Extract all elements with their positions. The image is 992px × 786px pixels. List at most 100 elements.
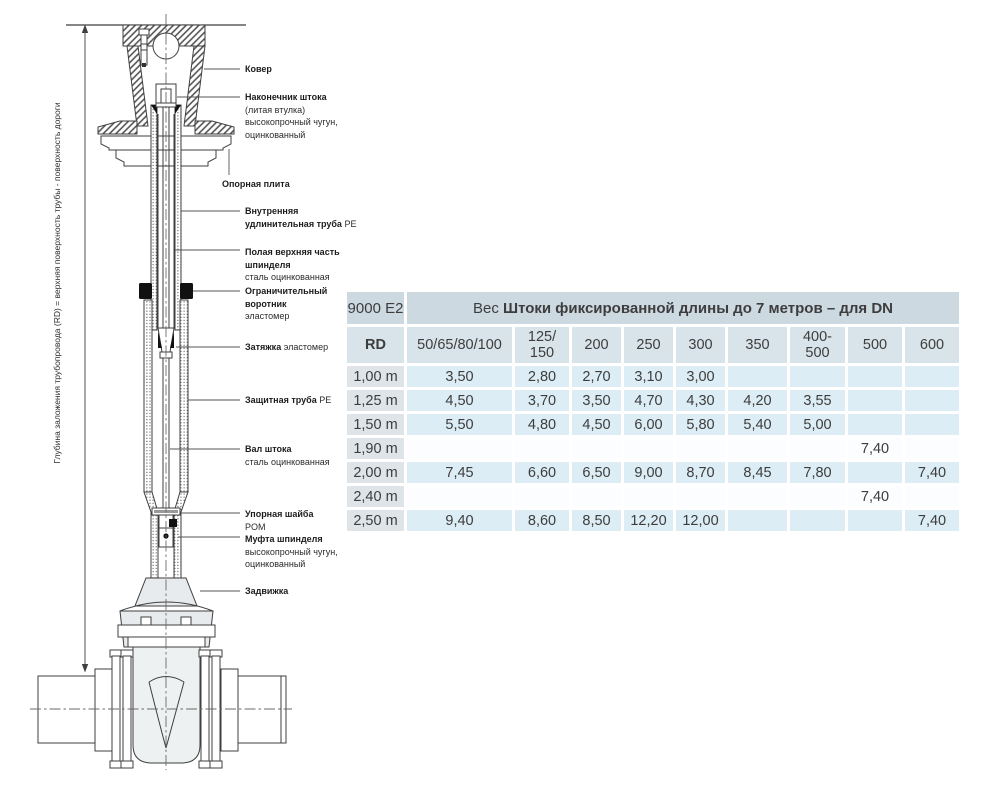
table-row: 1,90 m 7,40 <box>347 438 959 459</box>
col-header-rd: RD <box>347 327 404 363</box>
weight-cell <box>624 486 673 507</box>
weight-table: 9000 E2 Вес Штоки фиксированной длины до… <box>344 289 962 534</box>
weight-cell: 4,70 <box>624 390 673 411</box>
cap-bolt <box>138 28 150 67</box>
rd-cell: 2,40 m <box>347 486 404 507</box>
col-header-dn: 250 <box>624 327 673 363</box>
col-header-dn: 125/ 150 <box>515 327 569 363</box>
weight-cell <box>905 390 959 411</box>
model-cell: 9000 E2 <box>347 292 404 324</box>
depth-note: Глубина заложения трубопровода (RD) = ве… <box>52 102 62 464</box>
col-header-dn: 350 <box>728 327 787 363</box>
weight-cell <box>728 486 787 507</box>
weight-cell: 3,10 <box>624 366 673 387</box>
street-cap <box>97 24 235 135</box>
pipe-left <box>37 668 113 752</box>
weight-cell: 3,50 <box>407 366 512 387</box>
weight-cell <box>848 390 902 411</box>
rd-cell: 1,50 m <box>347 414 404 435</box>
table-row: 2,50 m 9,40 8,60 8,50 12,20 12,00 7,40 <box>347 510 959 531</box>
weight-cell <box>790 486 845 507</box>
table-row: 1,50 m 5,50 4,80 4,50 6,00 5,80 5,40 5,00 <box>347 414 959 435</box>
weight-cell: 4,80 <box>515 414 569 435</box>
weight-cell: 8,60 <box>515 510 569 531</box>
weight-cell <box>728 510 787 531</box>
rd-cell: 2,50 m <box>347 510 404 531</box>
weight-cell: 5,00 <box>790 414 845 435</box>
label-tightening: Затяжка эластомер <box>245 342 329 352</box>
table-row: 1,25 m 4,50 3,70 3,50 4,70 4,30 4,20 3,55 <box>347 390 959 411</box>
table-title: Вес Штоки фиксированной длины до 7 метро… <box>407 292 959 324</box>
label-valve: Задвижка <box>245 586 289 596</box>
valve-wedge <box>148 676 185 683</box>
leader-lines <box>170 68 240 592</box>
weight-cell <box>572 486 621 507</box>
weight-cell: 7,40 <box>905 510 959 531</box>
table-title-row: 9000 E2 Вес Штоки фиксированной длины до… <box>347 292 959 324</box>
weight-cell <box>905 366 959 387</box>
weight-cell: 4,30 <box>676 390 725 411</box>
weight-cell <box>848 414 902 435</box>
weight-cell <box>728 366 787 387</box>
col-header-dn: 200 <box>572 327 621 363</box>
table-row: 2,00 m 7,45 6,60 6,50 9,00 8,70 8,45 7,80 7,40 <box>347 462 959 483</box>
gate-valve <box>117 577 216 764</box>
weight-cell <box>624 438 673 459</box>
weight-cell: 5,50 <box>407 414 512 435</box>
valve-spindle-drawing <box>30 14 292 770</box>
protective-tube <box>143 299 189 579</box>
weight-cell <box>407 438 512 459</box>
label-coupling: Муфта шпинделя высокопрочный чугун, оцин… <box>245 534 338 569</box>
inner-extension-tube <box>150 104 182 331</box>
rd-cell: 1,00 m <box>347 366 404 387</box>
weight-cell: 9,00 <box>624 462 673 483</box>
limit-collar <box>139 283 193 299</box>
hollow-spindle-upper-part <box>157 107 175 510</box>
weight-cell <box>676 438 725 459</box>
weight-cell: 3,00 <box>676 366 725 387</box>
label-inner-tube: Внутренняя удлинительная труба PE <box>245 206 357 229</box>
weight-cell: 4,50 <box>407 390 512 411</box>
weight-cell: 7,40 <box>905 462 959 483</box>
weight-cell: 5,80 <box>676 414 725 435</box>
label-stem-tip: Наконечник штока (литая втулка) высокопр… <box>245 92 338 140</box>
rd-cell: 1,90 m <box>347 438 404 459</box>
weight-cell: 12,20 <box>624 510 673 531</box>
weight-cell: 8,50 <box>572 510 621 531</box>
col-header-dn: 600 <box>905 327 959 363</box>
pipe-right <box>220 668 287 752</box>
weight-cell: 7,80 <box>790 462 845 483</box>
weight-cell <box>848 510 902 531</box>
weight-cell: 6,60 <box>515 462 569 483</box>
weight-cell <box>790 438 845 459</box>
weight-cell <box>676 486 725 507</box>
col-header-dn: 500 <box>848 327 902 363</box>
weight-cell: 5,40 <box>728 414 787 435</box>
rd-cell: 2,00 m <box>347 462 404 483</box>
weight-cell <box>728 438 787 459</box>
col-header-dn: 300 <box>676 327 725 363</box>
label-base-plate: Опорная плита <box>222 179 290 189</box>
weight-cell <box>515 486 569 507</box>
weight-cell <box>848 366 902 387</box>
rd-cell: 1,25 m <box>347 390 404 411</box>
weight-cell <box>905 486 959 507</box>
weight-cell <box>848 462 902 483</box>
diagram-panel: Глубина заложения трубопровода (RD) = ве… <box>0 0 356 786</box>
weight-cell: 4,20 <box>728 390 787 411</box>
weight-cell: 6,50 <box>572 462 621 483</box>
weight-cell <box>790 366 845 387</box>
weight-cell <box>905 438 959 459</box>
weight-cell: 7,40 <box>848 438 902 459</box>
label-collar: Ограничительный воротник эластомер <box>245 286 328 321</box>
table-panel: 9000 E2 Вес Штоки фиксированной длины до… <box>344 289 962 534</box>
weight-cell: 7,45 <box>407 462 512 483</box>
weight-cell: 9,40 <box>407 510 512 531</box>
weight-cell <box>572 438 621 459</box>
weight-cell: 8,45 <box>728 462 787 483</box>
label-protective-tube: Защитная труба PE <box>245 395 332 405</box>
weight-cell: 6,00 <box>624 414 673 435</box>
label-stem-shaft: Вал штока сталь оцинкованная <box>245 444 330 467</box>
weight-cell: 12,00 <box>676 510 725 531</box>
